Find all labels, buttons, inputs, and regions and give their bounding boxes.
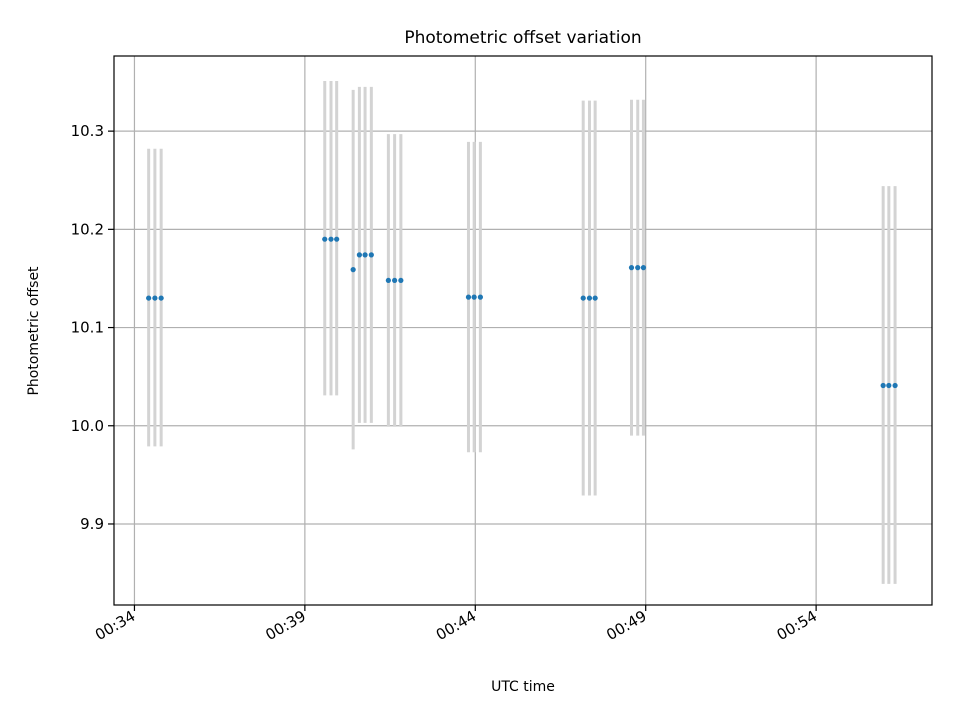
data-point: [322, 236, 328, 242]
x-tick-label: 00:34: [92, 607, 138, 644]
data-point: [392, 277, 398, 284]
data-point: [368, 252, 374, 258]
y-axis-label: Photometric offset: [26, 266, 42, 396]
data-point: [356, 252, 362, 258]
chart-title: Photometric offset variation: [404, 28, 641, 48]
data-point: [398, 277, 404, 284]
data-point: [465, 294, 472, 300]
error-bars: [147, 81, 897, 584]
data-point: [580, 295, 586, 301]
y-tick-label: 10.2: [71, 220, 104, 238]
data-point: [477, 294, 483, 300]
data-point: [586, 295, 593, 301]
data-point: [158, 295, 164, 301]
data-points: [146, 236, 898, 389]
y-tick-label: 9.9: [80, 515, 104, 533]
data-point: [886, 382, 892, 389]
x-tick-label: 00:49: [603, 607, 649, 644]
y-tick-label: 10.1: [71, 319, 104, 337]
plot-frame: [113, 55, 933, 606]
data-point: [592, 295, 598, 301]
data-point: [880, 382, 886, 389]
data-point: [362, 252, 368, 258]
x-tick-label: 00:39: [262, 607, 308, 644]
y-axis-ticks: 9.9 10.0 10.1 10.2 10.3: [71, 122, 114, 533]
data-point: [892, 382, 898, 389]
data-point: [328, 236, 334, 242]
data-point: [635, 265, 641, 271]
x-axis-label: UTC time: [491, 679, 555, 695]
y-tick-label: 10.3: [71, 122, 104, 140]
data-point: [146, 295, 152, 301]
data-point: [334, 236, 340, 242]
data-point: [350, 267, 356, 273]
data-point: [385, 277, 391, 284]
x-axis-ticks: 00:34 00:39 00:44 00:49 00:54: [92, 605, 820, 644]
data-point: [152, 295, 158, 301]
data-point: [640, 265, 647, 271]
x-tick-label: 00:44: [433, 607, 479, 644]
data-point: [471, 294, 477, 300]
x-tick-label: 00:54: [774, 607, 820, 644]
y-tick-label: 10.0: [71, 417, 104, 435]
grid-lines: [114, 56, 932, 605]
data-point: [628, 265, 635, 271]
